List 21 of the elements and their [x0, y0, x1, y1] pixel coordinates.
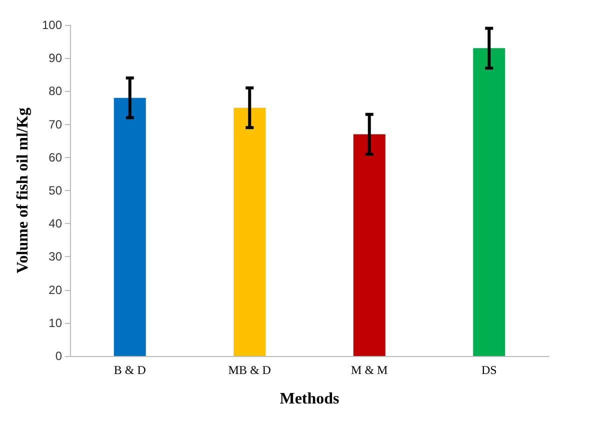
x-tick-label: DS — [481, 363, 497, 377]
x-tick-label: MB & D — [228, 363, 272, 377]
y-tick-label: 30 — [48, 250, 62, 264]
bar — [114, 98, 146, 356]
y-tick-label: 70 — [48, 117, 62, 132]
bar — [234, 108, 266, 356]
x-axis-title: Methods — [280, 390, 340, 408]
y-tick-label: 20 — [48, 282, 62, 297]
x-tick-label: M & M — [351, 363, 388, 377]
y-tick-label: 40 — [48, 216, 62, 231]
y-tick-label: 100 — [42, 18, 62, 32]
y-tick-label: 0 — [55, 349, 62, 363]
y-tick-label: 90 — [48, 51, 62, 66]
y-tick-label: 60 — [48, 150, 62, 164]
y-tick-label: 80 — [48, 84, 62, 98]
y-axis-title: Volume of fish oil ml/Kg — [14, 108, 32, 274]
bar — [473, 48, 506, 356]
bar — [353, 134, 386, 356]
y-tick-label: 10 — [48, 316, 62, 330]
y-tick-label: 50 — [48, 184, 62, 198]
x-tick-label: B & D — [114, 363, 146, 377]
